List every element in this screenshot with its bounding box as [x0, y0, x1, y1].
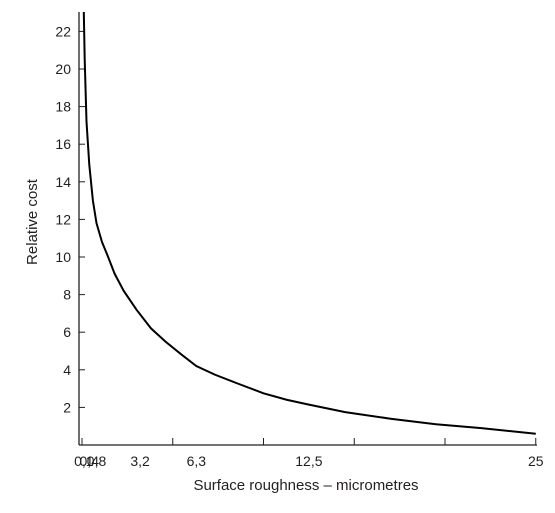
- y-tick-label: 8: [63, 287, 71, 303]
- y-tick-label: 18: [55, 99, 71, 115]
- x-tick-label: 25: [528, 453, 544, 469]
- y-axis-title: Relative cost: [24, 178, 41, 265]
- x-tick-label: 12,5: [295, 453, 322, 469]
- x-tick-label: 0,4: [80, 453, 100, 469]
- y-tick-label: 14: [55, 174, 71, 190]
- x-tick-label: 6,3: [187, 453, 207, 469]
- y-axis: 2 4 6 8 10 12 14 16 18 20 22: [55, 12, 85, 445]
- y-tick-label: 12: [55, 211, 71, 227]
- y-tick-label: 16: [55, 136, 71, 152]
- x-tick-label: 0,1: [74, 453, 94, 469]
- plot-area: [82, 11, 536, 435]
- x-tick-label: 3,2: [130, 453, 150, 469]
- x-axis: 0,10,40,8 3,2 6,3 12,5 25: [74, 438, 544, 469]
- y-tick-label: 6: [63, 324, 71, 340]
- y-tick-label: 22: [55, 23, 71, 39]
- series-line: [82, 11, 536, 435]
- y-tick-label: 2: [63, 399, 71, 415]
- x-tick-label: 0,8: [87, 453, 107, 469]
- y-tick-label: 4: [63, 362, 71, 378]
- y-tick-label: 10: [55, 249, 71, 265]
- y-tick-label: 20: [55, 61, 71, 77]
- x-axis-title: Surface roughness – micrometres: [193, 477, 418, 494]
